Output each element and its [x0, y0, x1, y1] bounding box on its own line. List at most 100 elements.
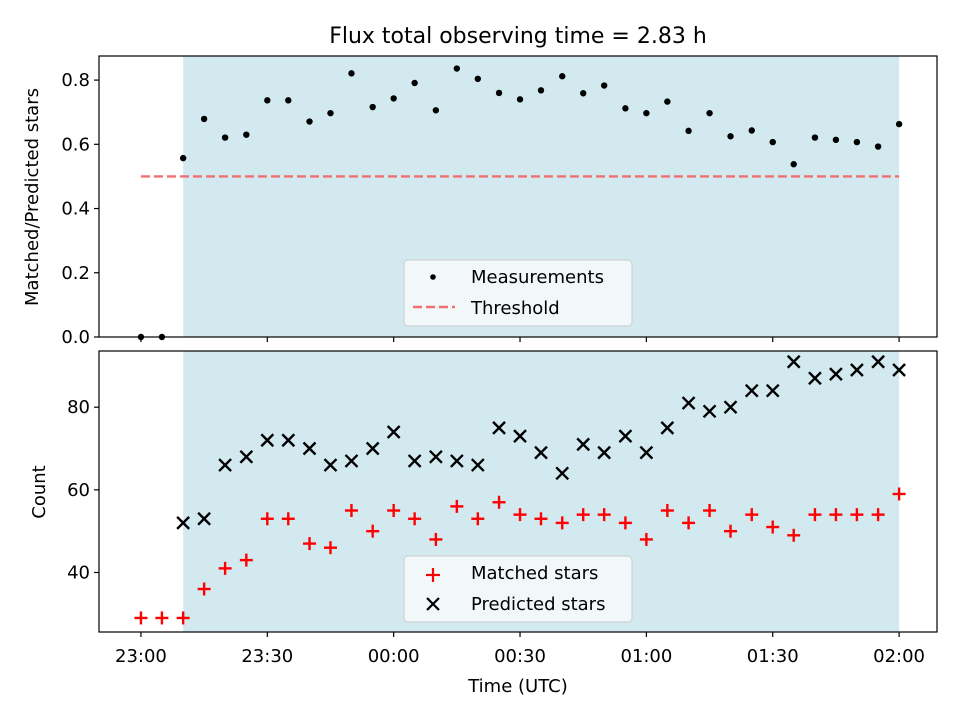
top-legend-box	[403, 259, 633, 327]
measurement-point	[516, 96, 524, 103]
predicted-stars-point	[197, 511, 211, 526]
x-tick-label: 00:30	[494, 646, 546, 667]
matched-stars-point	[639, 532, 653, 546]
measurement-point	[811, 134, 819, 141]
predicted-stars-point	[534, 445, 548, 460]
measurement-point	[327, 109, 334, 117]
predicted-stars-point	[323, 458, 338, 472]
x-tick-label: 01:00	[620, 646, 672, 667]
measurement-point	[221, 134, 229, 141]
bottom-y-axis-label: Count	[29, 465, 50, 518]
predicted-stars-point	[239, 449, 254, 464]
predicted-stars-point	[492, 421, 506, 435]
y-tick-label: 0.6	[61, 134, 90, 155]
matched-stars-point	[597, 508, 611, 522]
predicted-stars-point	[449, 454, 464, 468]
measurement-point	[580, 90, 587, 97]
predicted-stars-point	[723, 400, 738, 415]
predicted-stars-point	[871, 354, 885, 369]
measurement-point	[600, 82, 608, 89]
matched-stars-point	[471, 512, 485, 526]
bottom-plot-area	[98, 350, 938, 633]
top-y-axis-label: Matched/Predicted stars	[22, 88, 43, 306]
measurement-point	[264, 97, 271, 104]
x-axis-label: Time (UTC)	[467, 676, 568, 697]
matched-stars-point	[134, 611, 148, 625]
bottom-x-ticks: 23:00 23:30 00:00 00:30 01:00 01:30 02:00	[115, 632, 925, 667]
bottom-panel: 40 60 80 23:00 23:30 00:00 00:30 01:00 01:30 02:…	[29, 350, 938, 697]
predicted-stars-point	[744, 383, 759, 398]
measurement-point	[622, 105, 629, 112]
measurement-point	[285, 97, 292, 104]
matched-stars-point	[534, 512, 548, 526]
measurement-point	[874, 143, 882, 150]
x-tick-label: 23:30	[241, 646, 293, 667]
legend-matched-label: Matched stars	[471, 563, 598, 584]
predicted-stars-point	[702, 404, 717, 419]
top-panel: 0.00.20.40.60.8 Matched/Predicted stars …	[22, 55, 938, 348]
matched-stars-point	[260, 512, 274, 526]
matched-stars-point	[176, 611, 190, 625]
measurement-point	[727, 133, 734, 140]
x-tick-label: 01:30	[747, 646, 799, 667]
matched-stars-point	[429, 532, 443, 546]
predicted-stars-point	[407, 454, 422, 468]
measurement-point	[537, 87, 545, 94]
matched-stars-point	[197, 582, 211, 596]
matched-stars-point	[618, 516, 632, 530]
predicted-stars-point	[365, 441, 380, 456]
y-tick-label: 60	[67, 480, 90, 501]
matched-stars-point	[281, 512, 295, 526]
predicted-stars-point	[829, 367, 843, 381]
matched-stars-point	[703, 504, 717, 518]
measurement-point	[369, 103, 376, 111]
measurement-point	[495, 89, 503, 97]
predicted-stars-point	[576, 437, 591, 452]
figure-title: Flux total observing time = 2.83 h	[329, 24, 707, 49]
predicted-stars-point	[344, 454, 359, 468]
matched-stars-point	[871, 508, 885, 522]
measurement-point	[853, 138, 861, 146]
measurement-point	[643, 109, 650, 117]
matched-stars-point	[239, 553, 253, 567]
matched-stars-point	[787, 528, 801, 542]
matched-stars-point	[344, 504, 358, 518]
matched-stars-point	[218, 561, 232, 575]
predicted-stars-point	[765, 383, 780, 398]
legend-predicted-label: Predicted stars	[471, 594, 605, 615]
matched-stars-point	[850, 508, 864, 522]
predicted-stars-point	[260, 433, 275, 448]
y-tick-label: 0.0	[61, 327, 90, 348]
measurement-point	[411, 79, 418, 87]
predicted-stars-point	[786, 354, 801, 369]
y-tick-label: 80	[67, 397, 90, 418]
measurement-point	[769, 138, 776, 146]
top-y-ticks: 0.0 0.2 0.4 0.6 0.8	[61, 70, 99, 348]
top-x-ticks	[140, 337, 900, 342]
predicted-stars-point	[218, 458, 232, 472]
legend-predicted-marker	[426, 597, 440, 611]
measurement-point	[706, 109, 713, 117]
measurement-point	[895, 120, 903, 128]
measurement-point	[390, 95, 397, 102]
measurement-point	[474, 75, 482, 83]
matched-stars-point	[387, 504, 401, 518]
measurement-point	[348, 70, 355, 77]
bottom-marks	[134, 354, 906, 625]
matched-stars-point	[766, 520, 780, 534]
legend-measurements-marker	[430, 274, 436, 280]
matched-stars-point	[892, 487, 906, 501]
matched-stars-point	[682, 516, 696, 530]
measurement-point	[243, 131, 250, 138]
matched-stars-point	[450, 499, 464, 513]
measurement-point	[790, 161, 797, 168]
predicted-stars-point	[176, 516, 191, 530]
x-tick-label: 00:00	[368, 646, 420, 667]
predicted-stars-point	[281, 433, 296, 448]
matched-stars-point	[808, 508, 822, 522]
y-tick-label: 0.4	[61, 199, 90, 220]
bottom-legend-box	[403, 555, 633, 623]
matched-stars-point	[366, 524, 380, 538]
matched-stars-point	[660, 504, 674, 518]
matched-stars-point	[408, 512, 422, 526]
